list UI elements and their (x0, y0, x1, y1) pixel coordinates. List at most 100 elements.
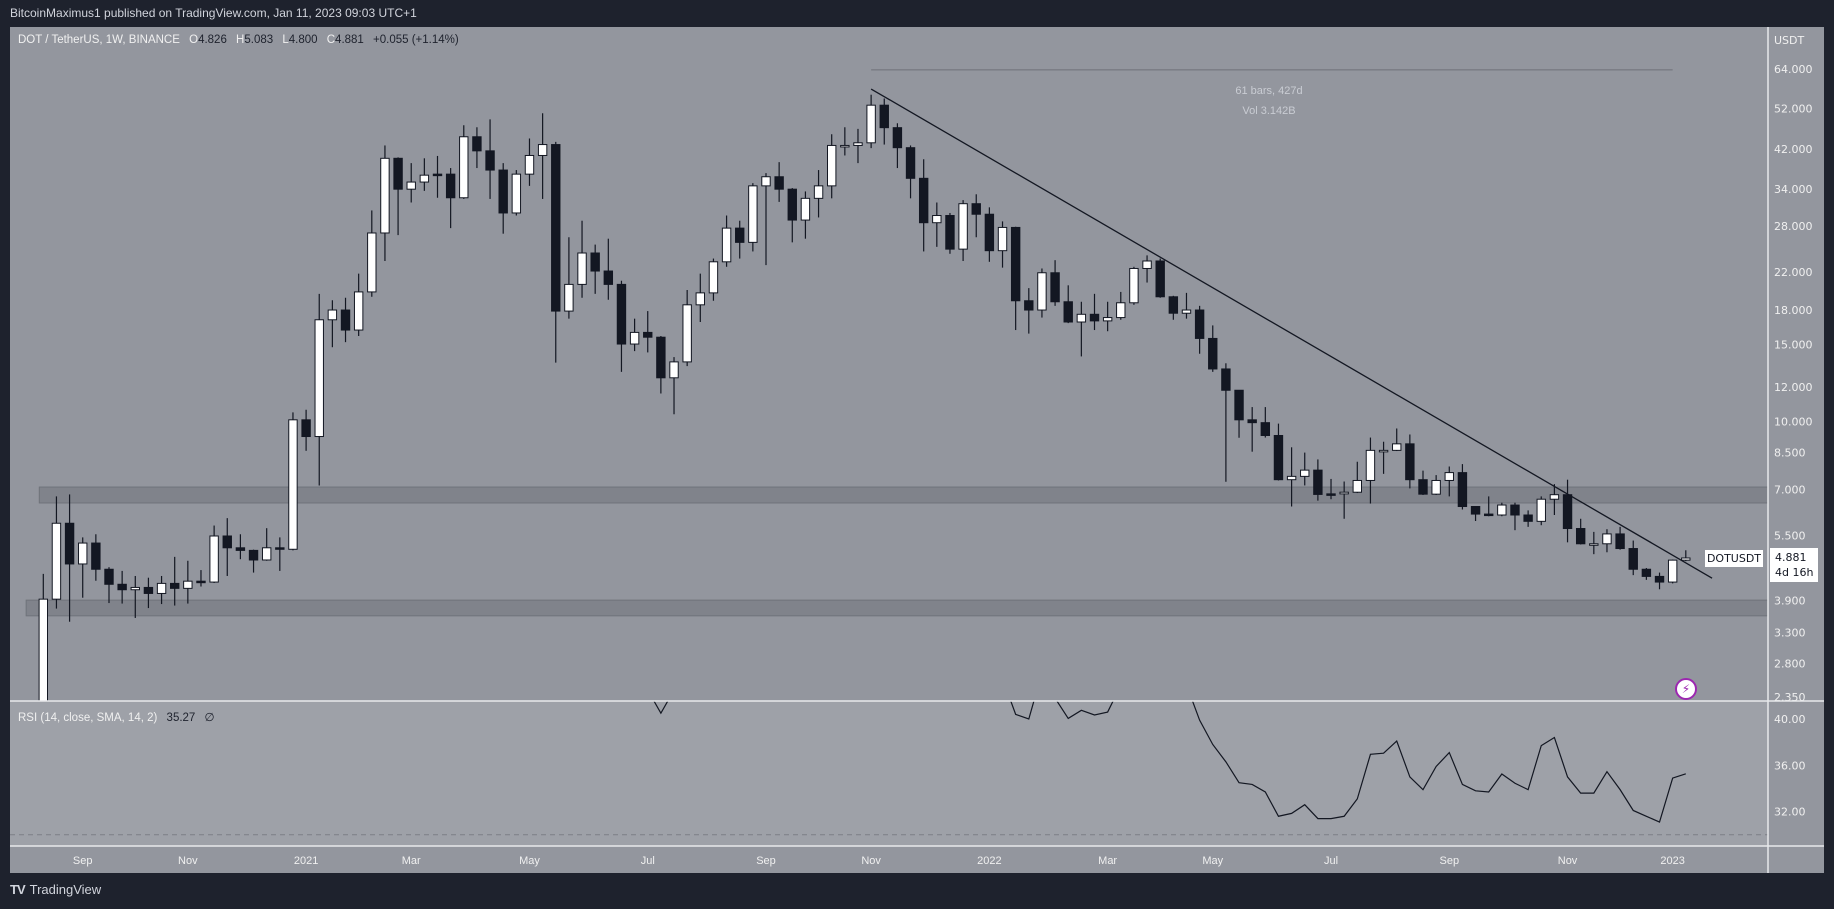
candle-body-down (196, 580, 206, 584)
candle-body-down (340, 309, 351, 331)
candle (170, 556, 180, 606)
candle (774, 162, 784, 202)
candle-body-down (879, 104, 889, 129)
time-tick-label: Sep (1439, 855, 1459, 867)
candle-body-down (1168, 296, 1179, 314)
candle (1392, 428, 1402, 452)
candle (984, 207, 995, 262)
candle-body-down (1628, 548, 1638, 570)
candle-body-up (1444, 472, 1454, 481)
candle-body-down (1405, 443, 1415, 481)
candle (735, 220, 745, 259)
candle (1247, 407, 1257, 452)
candle-body-down (918, 177, 929, 224)
rsi-value: 35.27 (166, 712, 196, 724)
candle (1063, 285, 1073, 324)
price-tick-label: 12.000 (1774, 381, 1813, 394)
candle (892, 123, 903, 169)
candle (1260, 407, 1271, 438)
candle (288, 412, 298, 551)
support-zone[interactable] (25, 599, 1768, 617)
candle (301, 409, 311, 451)
brand-name[interactable]: TradingView (29, 882, 102, 897)
trendline[interactable] (870, 88, 1713, 579)
candle (209, 525, 219, 583)
open-key: O (189, 34, 199, 46)
candle (498, 163, 508, 234)
measure-bars: 61 bars, 427d (1235, 85, 1303, 97)
candle-body-up (1549, 494, 1560, 500)
price-pane[interactable] (25, 69, 1768, 728)
candle-body-down (235, 547, 246, 551)
price-tick-label: 64.000 (1774, 63, 1813, 76)
candle-body-down (170, 582, 180, 589)
candle (577, 220, 587, 298)
candle (393, 157, 403, 236)
time-tick-label: Mar (1098, 855, 1117, 867)
candle-body-down (143, 586, 154, 594)
candle-body-down (892, 127, 903, 149)
candle (1313, 459, 1323, 501)
candle-body-down (656, 336, 666, 379)
candle-body-up (1300, 469, 1310, 477)
resistance-zone[interactable] (38, 486, 1768, 504)
lightning-icon[interactable]: ⚡ (1675, 678, 1697, 700)
close-key: C (326, 34, 336, 46)
candle-body-down (774, 176, 784, 190)
price-tick-label: 15.000 (1774, 339, 1813, 352)
candle (314, 293, 324, 486)
candle (1155, 258, 1165, 298)
candle (1181, 292, 1192, 319)
candle-body-down (1615, 533, 1625, 550)
candle (656, 336, 666, 394)
candle-body-down (104, 568, 114, 585)
candle (248, 549, 259, 573)
candle-body-up (537, 144, 548, 156)
candle-body-down (971, 203, 981, 215)
candle-body-down (432, 173, 443, 177)
candle (196, 570, 206, 587)
candle-body-down (1208, 337, 1218, 370)
candle (1300, 452, 1310, 486)
price-tick-label: 2.350 (1774, 691, 1806, 704)
candle-body-up (1392, 443, 1402, 451)
candle (275, 537, 285, 571)
candle-body-up (1667, 559, 1678, 583)
axes: 64.000 52.000 42.000 34.000 28.000 22.000 18.0… (73, 63, 1813, 867)
candle (78, 537, 88, 598)
rsi-legend[interactable]: RSI (14, close, SMA, 14, 2) 35.27 ∅ (18, 710, 215, 724)
candle-body-up (183, 580, 193, 589)
candle (1010, 226, 1021, 331)
candle (1470, 506, 1481, 521)
candle (905, 145, 916, 199)
candle (551, 141, 561, 363)
candle (156, 575, 167, 605)
symbol-legend[interactable]: DOT / TetherUS, 1W, BINANCE O4.826 H5.08… (18, 34, 459, 46)
symbol-title: DOT / TetherUS, 1W, BINANCE (18, 34, 180, 46)
candle (1116, 291, 1126, 320)
candle (472, 127, 482, 169)
candle-body-up (721, 227, 732, 263)
candle-body-up (130, 586, 140, 591)
rsi-tick-label: 40.00 (1774, 713, 1806, 726)
candle (853, 128, 863, 164)
candle (1628, 540, 1638, 576)
candle (1444, 466, 1454, 497)
price-tick-label: 28.000 (1774, 220, 1813, 233)
candle (1575, 518, 1586, 545)
low-value: 4.800 (288, 34, 318, 46)
candle (997, 221, 1008, 268)
candle-body-up (997, 226, 1008, 252)
candle-body-up (51, 522, 62, 600)
candle-body-up (827, 144, 837, 187)
candle-body-up (327, 309, 338, 321)
candle-body-up (853, 142, 863, 146)
tradingview-logo-icon[interactable]: TV (10, 882, 26, 897)
price-tick-label: 22.000 (1774, 266, 1813, 279)
last-price: 4.881 (1775, 551, 1807, 564)
candle-body-down (616, 283, 627, 345)
time-tick-label: 2023 (1660, 855, 1684, 867)
candle-body-up (459, 136, 469, 199)
candle (708, 258, 719, 301)
